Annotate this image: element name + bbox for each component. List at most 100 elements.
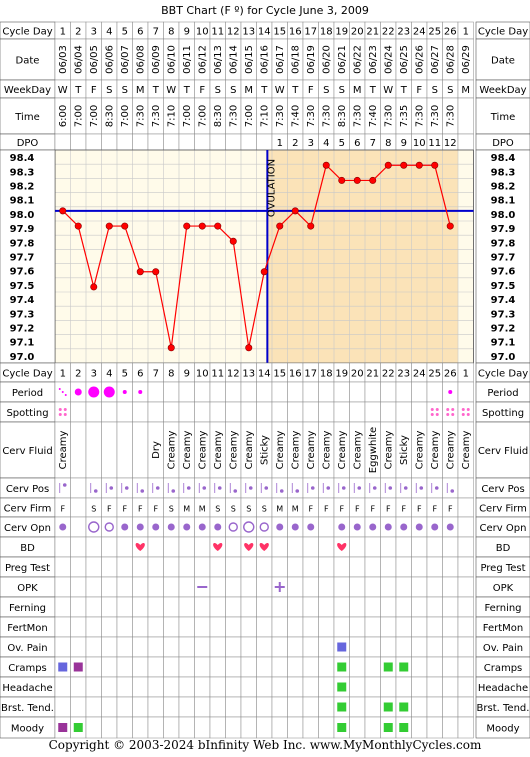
header-cell (194, 133, 211, 151)
row-label-right-time: Time (490, 112, 515, 123)
cerv-opn-open-icon (228, 522, 238, 532)
row-cell (147, 381, 164, 403)
row-label-cell (0, 38, 56, 81)
time-label: 7:00 (182, 105, 193, 127)
row-cell (85, 696, 102, 718)
time-label: 8:30 (104, 105, 115, 127)
heart-icon (259, 542, 269, 551)
time-label: 7:30 (352, 105, 363, 127)
header-cell (256, 133, 273, 151)
symptom-square-icon (73, 723, 83, 732)
row-cell (426, 636, 443, 658)
row-cell (411, 696, 428, 718)
symptom-square-icon (337, 702, 347, 712)
row-cell (85, 576, 102, 598)
symptom-square-icon (58, 723, 68, 732)
row-cell (442, 716, 459, 739)
row-cell (240, 556, 257, 578)
row-cell (318, 636, 335, 658)
cerv-opn-closed-icon (415, 523, 423, 531)
row-cell (147, 616, 164, 638)
cerv-opn-closed-icon (214, 523, 222, 531)
row-cell (457, 716, 474, 739)
row-cell (364, 676, 381, 698)
cell-text: F (308, 505, 313, 514)
row-cell (147, 477, 164, 499)
cerv-fluid-text: Creamy (337, 431, 348, 470)
cerv-fluid-text: Creamy (414, 431, 425, 470)
row-cell (132, 421, 149, 479)
y-tick-label: 98.2 (10, 182, 35, 193)
row-cell (101, 696, 118, 718)
row-cell (209, 636, 226, 658)
spotting-dot (63, 408, 67, 411)
row-cell (147, 556, 164, 578)
row-cell (163, 401, 180, 423)
time-label: 7:30 (414, 105, 425, 127)
row-cell (364, 656, 381, 678)
row-cell (302, 477, 319, 499)
temperature-point (229, 237, 237, 245)
header-cell (240, 133, 257, 151)
date-label: 06/21 (337, 45, 348, 74)
time-label: 7:35 (399, 105, 410, 127)
row-cell (116, 556, 133, 578)
cerv-fluid-text: Sticky (399, 435, 410, 465)
cerv-pos-dot (233, 489, 238, 493)
time-label: 7:30 (275, 105, 286, 127)
row-cell (426, 716, 443, 739)
row-cell (194, 616, 211, 638)
y-axis-box (0, 149, 56, 364)
cycle-day-label: 6 (137, 27, 143, 38)
weekday-label: W (383, 85, 393, 96)
row-cell (85, 676, 102, 698)
weekday-label: W (58, 85, 68, 96)
row-cell (178, 716, 195, 739)
row-cell (442, 556, 459, 578)
symptom-square-icon (58, 662, 68, 672)
cerv-fluid-text: Creamy (213, 431, 224, 470)
cerv-opn-open-icon (243, 521, 255, 533)
row-label-right: Period (487, 388, 518, 399)
cerv-pos-dot (403, 486, 408, 490)
row-cell (240, 716, 257, 739)
row-cell (302, 556, 319, 578)
row-cell (240, 401, 257, 423)
date-label: 06/24 (383, 45, 394, 74)
row-cell (225, 696, 242, 718)
cycle-day-label: 3 (91, 27, 97, 38)
y-tick-label: 97.2 (10, 324, 35, 335)
cerv-fluid-text: Creamy (430, 431, 441, 470)
row-cell (318, 576, 335, 598)
row-cell (163, 381, 180, 403)
temperature-point (90, 283, 98, 291)
row-label: BD (20, 543, 35, 554)
time-label: 7:30 (228, 105, 239, 127)
cerv-opn-open-icon (88, 521, 100, 533)
row-cell (426, 381, 443, 403)
weekday-label: W (166, 85, 176, 96)
cell-text: 16 (289, 369, 302, 380)
row-cell (101, 421, 118, 479)
cerv-fluid-text: Creamy (290, 431, 301, 470)
temperature-point (105, 222, 113, 230)
cycle-day-label: 2 (75, 27, 81, 38)
row-cell (318, 596, 335, 618)
y-tick-label-right: 97.0 (491, 352, 516, 363)
symptom-square-icon (399, 702, 409, 712)
time-label: 7:10 (259, 105, 270, 127)
cerv-fluid-text: Eggwhite (368, 427, 379, 473)
row-cell (70, 516, 87, 538)
row-cell (457, 497, 474, 518)
row-cell (163, 676, 180, 698)
row-cell (70, 696, 87, 718)
temperature-point (353, 176, 361, 184)
dpo-label: 9 (401, 138, 407, 149)
row-label: Cerv Fluid (2, 446, 52, 457)
spotting-dot (58, 408, 62, 411)
row-label-cell (475, 38, 530, 81)
row-cell (116, 616, 133, 638)
row-cell (209, 556, 226, 578)
time-label: 7:40 (368, 105, 379, 127)
row-cell (318, 616, 335, 638)
